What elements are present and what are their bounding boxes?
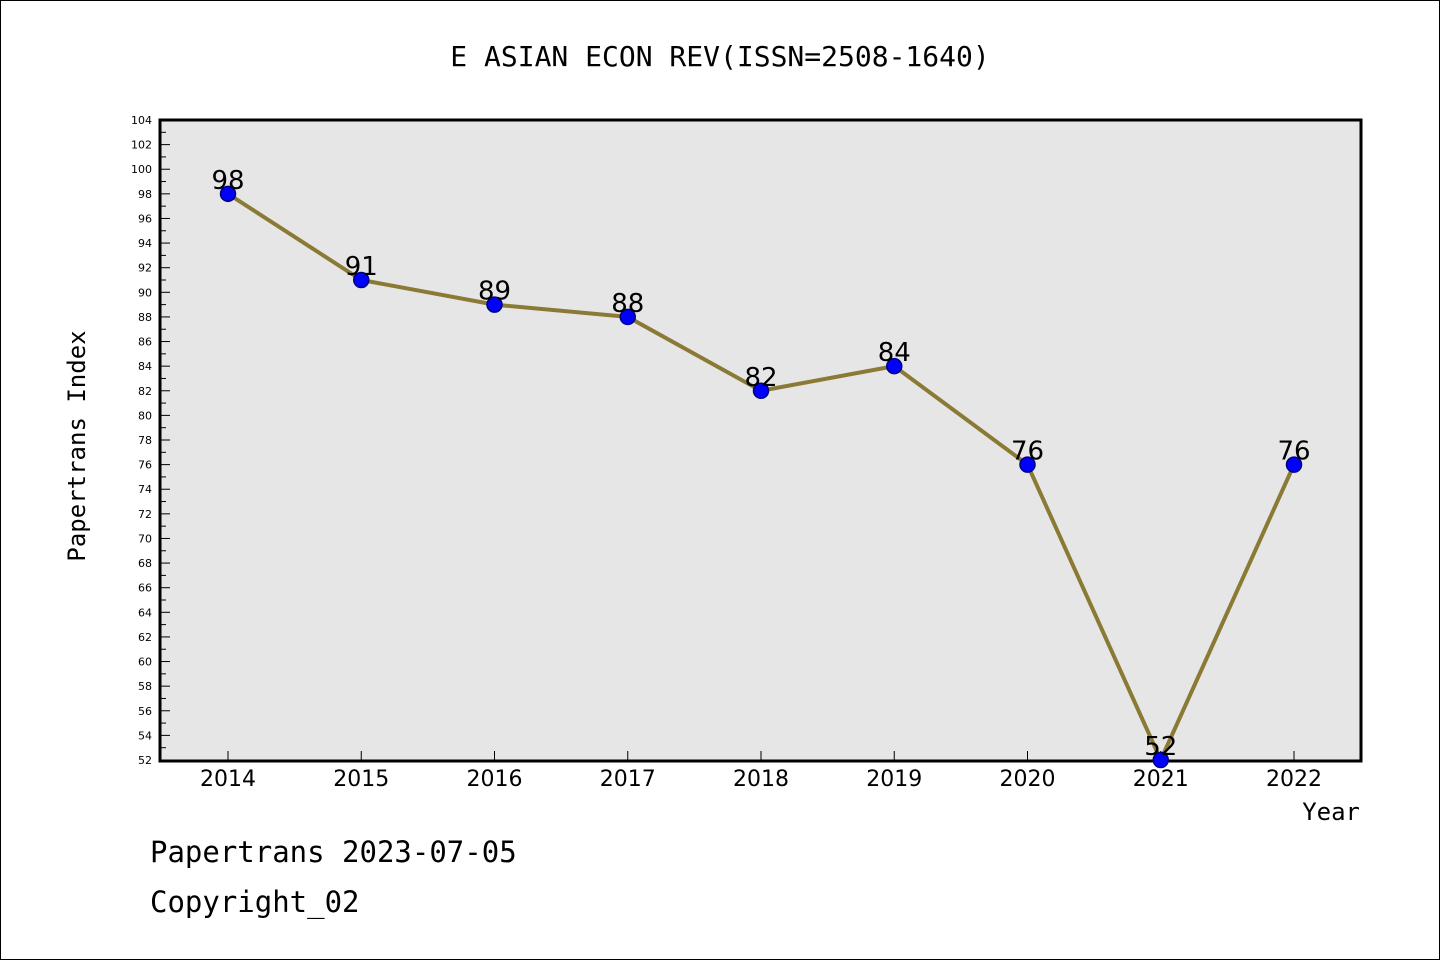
y-tick-label: 64 <box>138 606 152 619</box>
y-tick-label: 94 <box>138 237 152 250</box>
data-label: 82 <box>744 363 777 393</box>
y-tick-label: 72 <box>138 508 152 521</box>
y-axis-label: Papertrans Index <box>63 330 91 561</box>
data-point <box>1152 751 1169 769</box>
x-tick-label: 2018 <box>733 767 789 792</box>
x-tick-label: 2020 <box>1000 767 1056 792</box>
data-label: 76 <box>1277 437 1310 467</box>
y-tick-label: 104 <box>131 114 152 127</box>
y-tick-label: 60 <box>138 656 152 669</box>
y-tick-label: 100 <box>131 163 152 176</box>
x-tick-label: 2021 <box>1133 767 1189 792</box>
x-axis-label: Year <box>1302 798 1360 826</box>
plot-area <box>158 118 1363 763</box>
series-line: 98 91 89 88 82 84 76 52 76 <box>211 166 1311 769</box>
y-tick-label: 54 <box>138 729 152 742</box>
data-point <box>486 296 503 313</box>
y-tick-label: 56 <box>138 705 152 718</box>
x-tick-label: 2014 <box>200 767 256 792</box>
data-label: 88 <box>611 289 644 319</box>
y-tick-label: 86 <box>138 336 152 349</box>
x-tick-label: 2015 <box>333 767 389 792</box>
data-point <box>1019 456 1036 473</box>
y-tick-label: 102 <box>131 139 152 152</box>
y-tick-label: 58 <box>138 680 152 693</box>
data-label: 52 <box>1144 732 1177 762</box>
x-tick-label: 2019 <box>866 767 922 792</box>
y-tick-label: 62 <box>138 631 152 644</box>
x-tick-label: 2016 <box>467 767 523 792</box>
y-axis: 52 54 56 58 60 62 64 66 68 70 72 74 76 78 80 82 84 86 88 90… <box>131 114 170 767</box>
x-tick-label: 2022 <box>1266 767 1322 792</box>
data-label: 76 <box>1011 437 1044 467</box>
data-label: 89 <box>478 277 511 307</box>
y-tick-label: 68 <box>138 557 152 570</box>
y-tick-label: 70 <box>138 532 152 545</box>
data-point <box>1285 456 1303 473</box>
data-label: 91 <box>345 252 378 282</box>
y-tick-label: 90 <box>138 286 152 299</box>
data-point <box>219 185 237 203</box>
data-point <box>752 382 770 400</box>
y-tick-label: 66 <box>138 582 152 595</box>
y-tick-label: 78 <box>138 434 152 447</box>
data-point <box>353 271 370 289</box>
x-axis: 2014 2015 2016 2017 2018 2019 2020 2021 2022 <box>200 751 1322 792</box>
y-tick-label: 52 <box>138 754 152 767</box>
y-tick-label: 92 <box>138 262 152 275</box>
x-tick-label: 2017 <box>600 767 656 792</box>
y-tick-label: 82 <box>138 385 152 398</box>
data-point <box>886 357 903 375</box>
y-tick-label: 96 <box>138 212 152 225</box>
footer-date-line: Papertrans 2023-07-05 <box>150 835 517 869</box>
data-label: 84 <box>878 338 911 368</box>
chart-title: E ASIAN ECON REV(ISSN=2508-1640) <box>450 40 989 73</box>
y-tick-label: 74 <box>138 483 152 496</box>
data-point <box>619 308 636 326</box>
footer-copyright: Copyright_02 <box>150 885 360 919</box>
data-label: 98 <box>211 166 244 196</box>
y-tick-label: 80 <box>138 409 152 422</box>
y-tick-label: 88 <box>138 311 152 324</box>
y-tick-label: 98 <box>138 188 152 201</box>
y-tick-label: 76 <box>138 459 152 472</box>
y-tick-label: 84 <box>138 360 152 373</box>
